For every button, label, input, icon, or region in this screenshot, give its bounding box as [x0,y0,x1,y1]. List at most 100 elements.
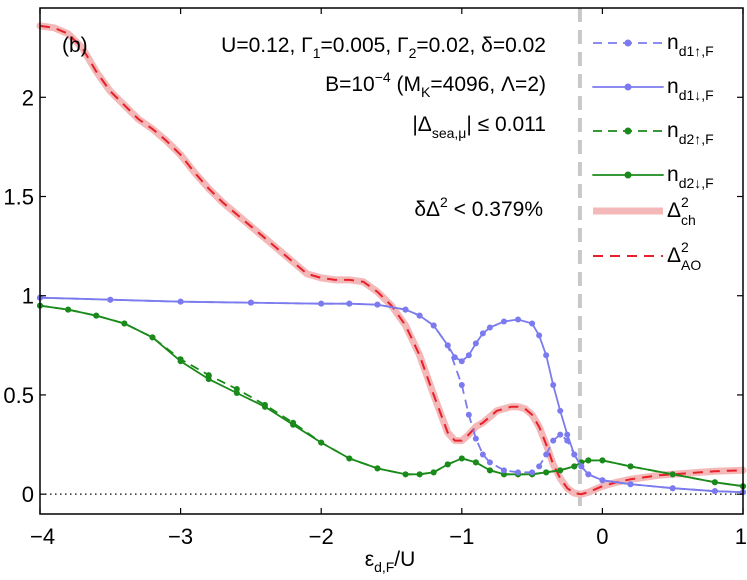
legend-label: nd1↑,F [667,31,714,59]
x-tick-label: −1 [449,524,474,549]
data-point [416,312,423,319]
data-point [402,306,409,313]
x-tick-label: 1 [735,524,747,549]
x-axis-label: εd,F/U [365,548,416,575]
data-point [261,403,268,410]
data-point [627,463,634,470]
legend-entry-3: nd2↑,F [593,119,714,147]
x-tick-label: 0 [596,524,608,549]
data-point [430,322,437,329]
x-tick-label: −3 [168,524,193,549]
data-point [177,358,184,365]
data-point [543,352,550,359]
y-tick-label: 0.5 [3,383,34,408]
data-point [374,301,381,308]
legend-label: nd1↓,F [667,75,714,103]
data-point [205,376,212,383]
data-point [177,298,184,305]
data-point [346,455,353,462]
legend-marker [624,39,632,47]
data-point [669,485,676,492]
data-point [550,437,557,444]
data-point [599,457,606,464]
data-point [121,320,128,327]
y-tick-label: 1.5 [3,185,34,210]
data-point [500,467,507,474]
series-line [39,24,744,496]
data-point [458,455,465,462]
annotation-line1: U=0.12, Γ1=0.005, Γ2=0.02, δ=0.02 [221,34,546,61]
data-point [93,312,100,319]
series-2 [37,294,746,496]
data-point [472,435,479,442]
plot-frame [39,7,744,515]
data-point [402,471,409,478]
data-point [585,471,592,478]
y-tick-label: 0 [22,482,34,507]
data-point [486,467,493,474]
data-point [557,467,564,474]
x-tick-label: −2 [309,524,334,549]
legend-entry-5: Δ2 ch [593,194,696,228]
data-point [536,332,543,339]
data-point [416,471,423,478]
data-point [578,463,585,470]
data-point [451,354,458,361]
legend-label: nd2↓,F [667,163,714,191]
legend-entry-2: nd1↓,F [592,75,714,103]
data-point [557,431,564,438]
data-point [107,296,114,303]
data-point [318,439,325,446]
data-point [233,389,240,396]
data-point [543,451,550,458]
data-point [444,461,451,468]
data-point [669,471,676,478]
data-point [543,469,550,476]
legend-marker [624,83,632,91]
data-point [571,451,578,458]
data-point [472,459,479,466]
data-point [465,352,472,359]
data-point [247,299,254,306]
legend-entry-6: Δ2 AO [593,239,701,273]
data-point [465,411,472,418]
data-point [515,469,522,476]
data-point [571,463,578,470]
data-point [486,459,493,466]
legend: nd1↑,F nd1↓,F nd2↑,F nd2↓,F Δ2 ch Δ2 AO [592,31,714,273]
data-point [65,306,72,313]
data-point [711,479,718,486]
data-point [479,330,486,337]
data-point [529,320,536,327]
legend-marker [624,171,632,179]
annotation-line2: B=10−4 (MK=4096, Λ=2) [325,69,546,100]
data-point [458,358,465,365]
data-point [585,457,592,464]
legend-label: Δ2 ch [667,194,696,228]
legend-entry-4: nd2↓,F [592,163,714,191]
data-point [711,488,718,495]
plot-area [36,8,747,514]
data-point [430,469,437,476]
series-line [39,296,744,494]
data-point [444,342,451,349]
data-point [627,481,634,488]
data-point [458,382,465,389]
data-point [599,477,606,484]
data-point [149,334,156,341]
data-point [515,316,522,323]
annotation-block: U=0.12, Γ1=0.005, Γ2=0.02, δ=0.02 B=10−4… [221,34,546,221]
series-4 [37,302,746,490]
data-point [536,463,543,470]
legend-marker [624,127,632,135]
legend-label: nd2↑,F [667,119,714,147]
data-point [550,382,557,389]
data-point [318,300,325,307]
legend-label: Δ2 AO [667,239,701,273]
data-point [486,324,493,331]
panel-label: (b) [62,34,88,57]
data-point [479,451,486,458]
data-point [346,300,353,307]
annotation-line4: δΔ2 < 0.379% [414,194,543,221]
